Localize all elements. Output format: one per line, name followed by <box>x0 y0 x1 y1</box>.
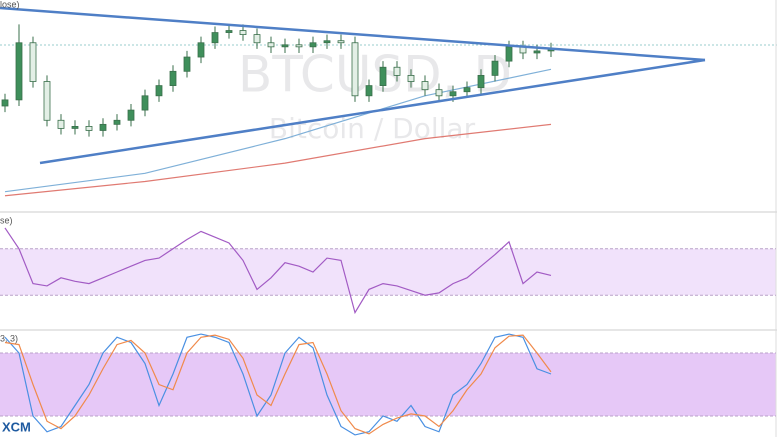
candle-body <box>267 42 275 48</box>
candle-body <box>505 46 513 62</box>
watermark-subtitle: Bitcoin / Dollar <box>269 112 476 145</box>
candle-body <box>379 66 387 86</box>
candle-body <box>435 89 443 97</box>
candle-body <box>323 40 331 44</box>
candle-body <box>463 87 471 93</box>
candle-body <box>239 30 247 36</box>
candle-body <box>43 81 51 121</box>
candle-body <box>533 50 541 54</box>
indicator-label: lose) <box>0 0 20 9</box>
candle-body <box>491 60 499 76</box>
candle-body <box>253 34 261 44</box>
candle-body <box>71 126 79 129</box>
trend-line <box>0 6 706 62</box>
candle-body <box>421 81 429 91</box>
candle-body <box>295 44 303 48</box>
candle-body <box>477 75 485 89</box>
indicator-label: se) <box>0 215 13 225</box>
candle-body <box>169 70 177 86</box>
candle-body <box>113 119 121 125</box>
band <box>0 248 776 296</box>
candle-body <box>449 91 457 97</box>
moving-average <box>4 123 552 197</box>
trend-line <box>39 58 706 165</box>
candle-body <box>29 42 37 82</box>
indicator-line <box>4 334 552 435</box>
candle-body <box>365 85 373 97</box>
candle-body <box>85 126 93 131</box>
indicator-line <box>4 227 552 315</box>
candle-body <box>141 95 149 111</box>
candle-body <box>281 44 289 48</box>
indicator-line <box>4 333 552 436</box>
candle-body <box>99 123 107 131</box>
band <box>0 353 776 416</box>
indicator-label: 3, 3) <box>0 333 18 343</box>
candle-body <box>211 32 219 44</box>
candle-body <box>155 85 163 97</box>
candle-body <box>1 99 9 107</box>
candle-body <box>197 42 205 58</box>
candle-body <box>15 42 23 101</box>
candle-body <box>407 75 415 82</box>
candle-body <box>127 109 135 121</box>
candle-body <box>309 42 317 48</box>
candle-body <box>393 66 401 76</box>
candle-body <box>57 119 65 129</box>
candle-body <box>351 42 359 97</box>
logo: XCM <box>2 419 31 434</box>
watermark-title: BTCUSD, D <box>238 46 512 104</box>
candle-body <box>225 30 233 33</box>
candle-body <box>337 40 345 44</box>
candle-body <box>183 56 191 72</box>
